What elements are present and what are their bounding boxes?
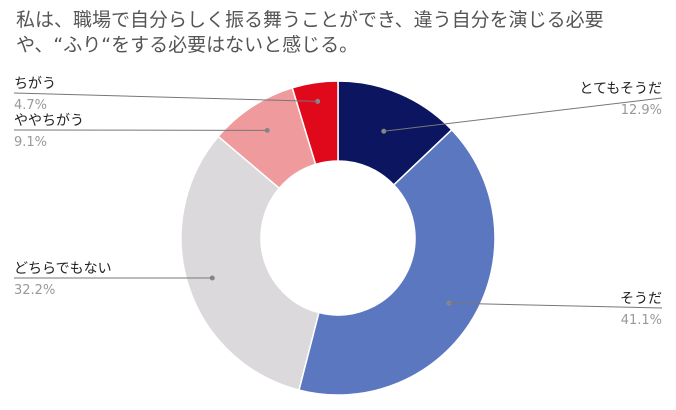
category-label: ちがう — [14, 76, 56, 92]
value-label: 32.2% — [14, 283, 55, 298]
value-label: 12.9% — [621, 103, 662, 118]
callout-layer: とてもそうだ 12.9% そうだ 41.1% どちらでもない 32.2% ややちがう 9.1%… — [13, 76, 663, 328]
value-label: 41.1% — [621, 313, 662, 328]
callout-line — [383, 97, 663, 132]
category-label: どちらでもない — [14, 261, 112, 277]
donut-slices — [180, 80, 496, 396]
category-label: そうだ — [620, 291, 662, 307]
category-label: とてもそうだ — [579, 81, 662, 97]
category-label: ややちがう — [14, 113, 84, 129]
slice-2 — [298, 128, 496, 396]
slice-5 — [291, 80, 339, 166]
callout-line — [449, 302, 663, 309]
value-label: 4.7% — [14, 98, 47, 113]
value-label: 9.1% — [14, 135, 47, 150]
slice-3 — [180, 135, 320, 391]
callout-line — [13, 92, 318, 102]
chart-title: 私は、職場で自分らしく振る舞うことができ、違う自分を演じる必要や、“ふり“をする… — [16, 9, 604, 56]
